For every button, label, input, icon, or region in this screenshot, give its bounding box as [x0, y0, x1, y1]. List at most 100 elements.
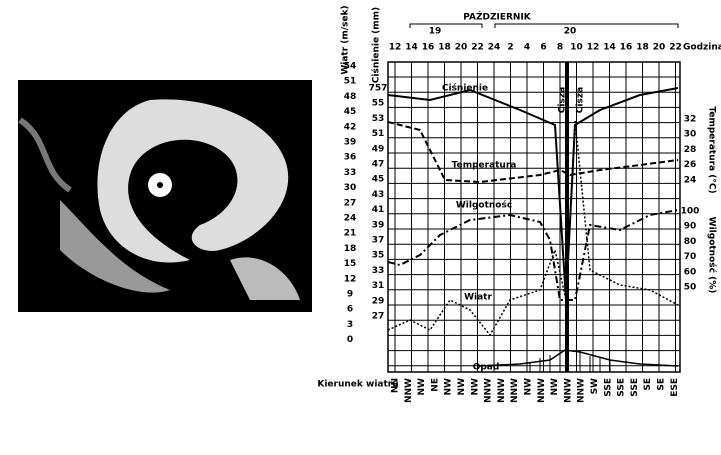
- pressure-tick: 55: [372, 99, 385, 109]
- wind-tick: 33: [344, 168, 357, 178]
- temperature-tick: 26: [684, 160, 697, 170]
- hour-title: Godzina: [683, 43, 721, 53]
- hour-label: 20: [653, 43, 666, 53]
- pressure-tick: 47: [372, 160, 385, 170]
- wind-tick: 42: [344, 122, 357, 132]
- hour-label: 8: [557, 43, 563, 53]
- wind-direction-label: NN: [391, 378, 401, 393]
- humidity-axis-title: Wilgotność (%): [707, 217, 718, 294]
- hour-label: 14: [603, 43, 616, 53]
- pressure-axis-title: Ciśnienie (mm): [371, 7, 382, 83]
- wind-direction-label: SW: [590, 378, 600, 394]
- series-label: Ciśnienie: [442, 83, 488, 94]
- hour-label: 12: [389, 43, 402, 53]
- wind-axis-title: Wiatr (m/sek): [341, 5, 351, 74]
- hour-label: 14: [405, 43, 418, 53]
- wind-tick: 21: [344, 229, 357, 239]
- hour-label: 4: [524, 43, 530, 53]
- hour-label: 18: [636, 43, 649, 53]
- wind-direction-label: NW: [524, 378, 534, 396]
- wind-direction-label: NNW: [563, 378, 573, 403]
- wind-tick: 48: [344, 92, 357, 102]
- humidity-tick: 100: [681, 207, 700, 217]
- temperature-tick: 24: [684, 175, 697, 185]
- hour-label: 16: [422, 43, 435, 53]
- wind-tick: 27: [344, 198, 357, 208]
- humidity-tick: 90: [684, 222, 697, 232]
- wind-tick: 24: [344, 214, 357, 224]
- hour-label: 20: [455, 43, 468, 53]
- pressure-tick: 29: [372, 296, 385, 306]
- hour-label: 10: [570, 43, 583, 53]
- series-label: Opad: [473, 363, 500, 373]
- humidity-tick: 60: [684, 267, 697, 277]
- wind-tick: 45: [344, 107, 357, 117]
- series-label: Wilgotność: [456, 200, 513, 211]
- pressure-tick: 37: [372, 236, 385, 246]
- wind-tick: 6: [347, 305, 353, 315]
- hour-label: 22: [669, 43, 682, 53]
- pressure-tick: 51: [372, 129, 385, 139]
- wind-direction-label: NNW: [537, 378, 547, 403]
- pressure-tick: 35: [372, 251, 385, 261]
- wind-tick: 3: [347, 320, 353, 330]
- temperature-tick: 28: [684, 145, 697, 155]
- rain-bars: [529, 350, 611, 372]
- month-label: PAŹDZIERNIK: [463, 11, 532, 23]
- hour-label: 2: [507, 43, 513, 53]
- day-brackets: [409, 23, 679, 28]
- wind-tick: 39: [344, 138, 357, 148]
- wind-direction-label: NNW: [577, 378, 587, 403]
- wind-direction-label: NW: [417, 378, 427, 396]
- wind-direction-title: Kierunek wiatru: [317, 380, 398, 390]
- pressure-tick: 33: [372, 266, 385, 276]
- wind-tick: 36: [344, 153, 357, 163]
- wind-direction-label: NW: [457, 378, 467, 396]
- pressure-tick: 757: [369, 84, 388, 94]
- calm-label: Cisza: [558, 87, 568, 113]
- curves: [387, 62, 679, 372]
- wind-direction-label: NNW: [484, 378, 494, 403]
- wind-tick: 9: [347, 290, 353, 300]
- wind-tick: 30: [344, 183, 357, 193]
- wind-direction-label: NW: [444, 378, 454, 396]
- series-label: Temperatura: [452, 161, 517, 171]
- calm-label: Cisza: [576, 87, 586, 113]
- wind-direction-label: SE: [643, 378, 653, 391]
- wind-direction-label: NW: [550, 378, 560, 396]
- wind-tick: 18: [344, 244, 357, 254]
- pressure-tick: 49: [372, 144, 385, 154]
- wind-direction-label: SE: [657, 378, 667, 391]
- wind-tick: 0: [347, 335, 353, 345]
- series-label: Wiatr: [464, 293, 492, 303]
- pressure-tick: 41: [372, 205, 385, 215]
- wind-tick: 15: [344, 259, 357, 269]
- day-label: 20: [564, 27, 577, 37]
- wind-direction-label: SSE: [617, 378, 627, 397]
- wind-direction-label: NNW: [497, 378, 507, 403]
- pressure-tick: 31: [372, 281, 385, 291]
- wind-tick: 51: [344, 77, 357, 87]
- hour-label: 6: [540, 43, 546, 53]
- temperature-tick: 30: [684, 130, 697, 140]
- chart-grid: [387, 61, 681, 373]
- hour-label: 18: [438, 43, 451, 53]
- humidity-tick: 50: [684, 283, 697, 293]
- pressure-tick: 43: [372, 190, 385, 200]
- satellite-image: [18, 80, 312, 312]
- humidity-tick: 70: [684, 252, 697, 262]
- wind-direction-label: ESE: [670, 378, 680, 397]
- pressure-tick: 45: [372, 175, 385, 185]
- hour-label: 12: [587, 43, 600, 53]
- hour-label: 24: [488, 43, 501, 53]
- wind-tick: 54: [344, 62, 357, 72]
- wind-tick: 12: [344, 274, 357, 284]
- wind-direction-label: SSE: [630, 378, 640, 397]
- wind-direction-label: NNW: [510, 378, 520, 403]
- humidity-tick: 80: [684, 237, 697, 247]
- hour-label: 22: [471, 43, 484, 53]
- temperature-tick: 32: [684, 115, 697, 125]
- wind-direction-label: NW: [470, 378, 480, 396]
- pressure-tick: 53: [372, 114, 385, 124]
